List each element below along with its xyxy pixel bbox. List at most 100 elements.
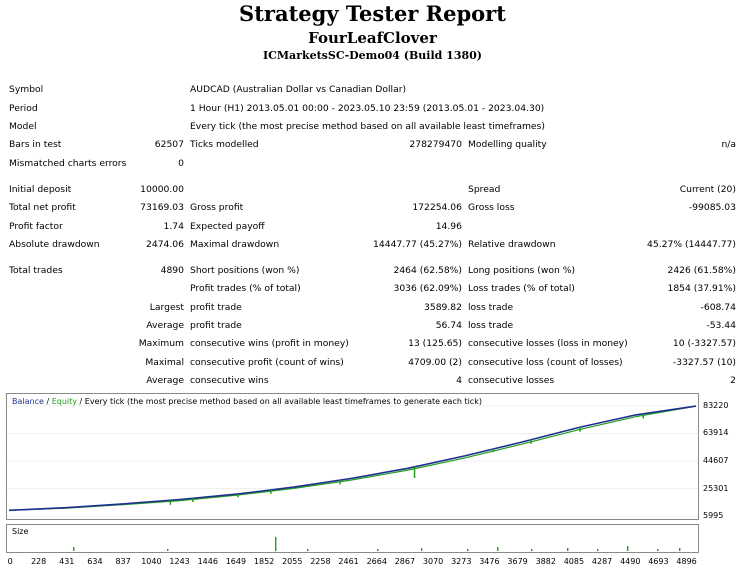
size-chart-plot <box>73 537 681 551</box>
gross-profit-label: Gross profit <box>190 202 244 213</box>
y-tick-label: 25301 <box>703 483 729 493</box>
maximal-consecutive-loss-value: -3327.57 (10) <box>672 357 736 368</box>
largest-profit-value: 3589.82 <box>424 302 462 313</box>
size-bar <box>657 549 659 551</box>
maximal-consecutive-profit-label: consecutive profit (count of wins) <box>190 357 344 368</box>
average-label: Average <box>146 320 184 331</box>
relative-drawdown-value: 45.27% (14447.77) <box>647 239 736 250</box>
average-loss-label: loss trade <box>468 320 514 331</box>
size-bar <box>679 548 681 551</box>
size-bar <box>567 548 569 551</box>
absolute-drawdown-label: Absolute drawdown <box>9 239 100 250</box>
y-tick-label: 44607 <box>703 456 729 465</box>
max-consecutive-losses-value: 10 (-3327.57) <box>672 338 736 349</box>
deposit-value: 10000.00 <box>140 184 184 195</box>
x-tick-label: 2664 <box>366 557 387 566</box>
ticks-value: 278279470 <box>409 139 462 150</box>
x-tick-label: 1040 <box>141 557 162 566</box>
period-value: 1 Hour (H1) 2013.05.01 00:00 - 2023.05.1… <box>190 103 545 114</box>
maximum-label: Maximum <box>138 338 184 349</box>
size-bar <box>497 547 499 551</box>
x-tick-label: 4896 <box>676 557 697 566</box>
x-tick-label: 4490 <box>620 557 641 566</box>
x-tick-label: 228 <box>30 557 47 566</box>
balance-chart: Balance / Equity / Every tick (the most … <box>6 393 699 520</box>
x-tick-label: 431 <box>59 557 75 566</box>
x-tick-label: 1446 <box>197 557 218 566</box>
profit-trades-value: 3036 (62.09%) <box>393 283 462 294</box>
largest-label: Largest <box>149 302 184 313</box>
maximal-label: Maximal <box>145 357 184 368</box>
x-tick-label: 634 <box>87 557 103 566</box>
size-bar <box>307 549 309 551</box>
mismatch-value: 0 <box>178 158 184 169</box>
average-profit-label: profit trade <box>190 320 242 331</box>
x-tick-label: 837 <box>115 557 131 566</box>
y-tick-label: 83220 <box>703 401 729 410</box>
symbol-label: Symbol <box>9 84 44 95</box>
loss-trades-label: Loss trades (% of total) <box>468 283 575 294</box>
maximal-drawdown-value: 14447.77 (45.27%) <box>373 239 462 250</box>
y-tick-label: 63914 <box>703 428 729 438</box>
gross-loss-value: -99085.03 <box>688 202 736 213</box>
quality-label: Modelling quality <box>468 139 547 150</box>
maximal-consecutive-loss-label: consecutive loss (count of losses) <box>468 357 623 368</box>
spread-value: Current (20) <box>679 184 736 195</box>
max-consecutive-wins-value: 13 (125.65) <box>408 338 462 349</box>
x-tick-label: 2461 <box>338 557 359 566</box>
size-bar <box>627 546 629 551</box>
gross-loss-label: Gross loss <box>468 202 515 213</box>
profit-factor-value: 1.74 <box>163 221 184 232</box>
average-profit-value: 56.74 <box>435 320 462 331</box>
deposit-label: Initial deposit <box>9 184 72 195</box>
bars-label: Bars in test <box>9 139 62 150</box>
size-bar <box>377 549 379 551</box>
size-chart: Size <box>6 524 699 553</box>
largest-loss-label: loss trade <box>468 302 514 313</box>
avg-consecutive-wins-value: 4 <box>456 375 462 386</box>
net-profit-label: Total net profit <box>9 202 76 213</box>
average-loss-value: -53.44 <box>706 320 736 331</box>
max-consecutive-wins-label: consecutive wins (profit in money) <box>190 338 349 349</box>
symbol-value: AUDCAD (Australian Dollar vs Canadian Do… <box>190 84 407 95</box>
average-consecutive-label: Average <box>146 375 184 386</box>
balance-chart-plot <box>7 405 698 517</box>
legend-description: / Every tick (the most precise method ba… <box>76 397 482 406</box>
short-positions-value: 2464 (62.58%) <box>393 265 462 276</box>
period-label: Period <box>9 103 38 114</box>
size-bar <box>73 547 75 551</box>
short-positions-label: Short positions (won %) <box>190 265 300 276</box>
long-positions-label: Long positions (won %) <box>468 265 576 276</box>
x-tick-label: 4287 <box>591 557 613 566</box>
expected-payoff-label: Expected payoff <box>190 221 265 232</box>
absolute-drawdown-value: 2474.06 <box>146 239 184 250</box>
legend-balance: Balance <box>12 397 44 406</box>
largest-profit-label: profit trade <box>190 302 242 313</box>
size-bar <box>275 537 277 551</box>
gross-profit-value: 172254.06 <box>412 202 462 213</box>
model-label: Model <box>9 121 37 132</box>
x-tick-label: 2867 <box>394 557 416 566</box>
avg-consecutive-losses-label: consecutive losses <box>468 375 555 386</box>
x-tick-label: 2055 <box>282 557 303 566</box>
size-bar <box>467 549 469 551</box>
profit-factor-label: Profit factor <box>9 221 63 232</box>
x-tick-label: 1649 <box>225 557 247 566</box>
x-tick-label: 3476 <box>479 557 500 566</box>
ticks-label: Ticks modelled <box>190 139 259 150</box>
x-tick-label: 3679 <box>507 557 528 566</box>
avg-consecutive-losses-value: 2 <box>730 375 736 386</box>
total-trades-value: 4890 <box>160 265 184 276</box>
x-tick-label: 3070 <box>422 557 444 566</box>
relative-drawdown-label: Relative drawdown <box>468 239 556 250</box>
profit-trades-label: Profit trades (% of total) <box>190 283 301 294</box>
equity-line <box>8 405 697 511</box>
report-title: Strategy Tester Report <box>239 1 506 26</box>
maximal-drawdown-label: Maximal drawdown <box>190 239 280 250</box>
size-bar <box>597 549 599 551</box>
x-tick-label: 4085 <box>563 557 585 566</box>
size-bar <box>167 549 169 551</box>
legend-equity: Equity <box>51 397 77 406</box>
x-tick-label: 2258 <box>310 557 331 566</box>
x-tick-label: 1243 <box>169 557 190 566</box>
